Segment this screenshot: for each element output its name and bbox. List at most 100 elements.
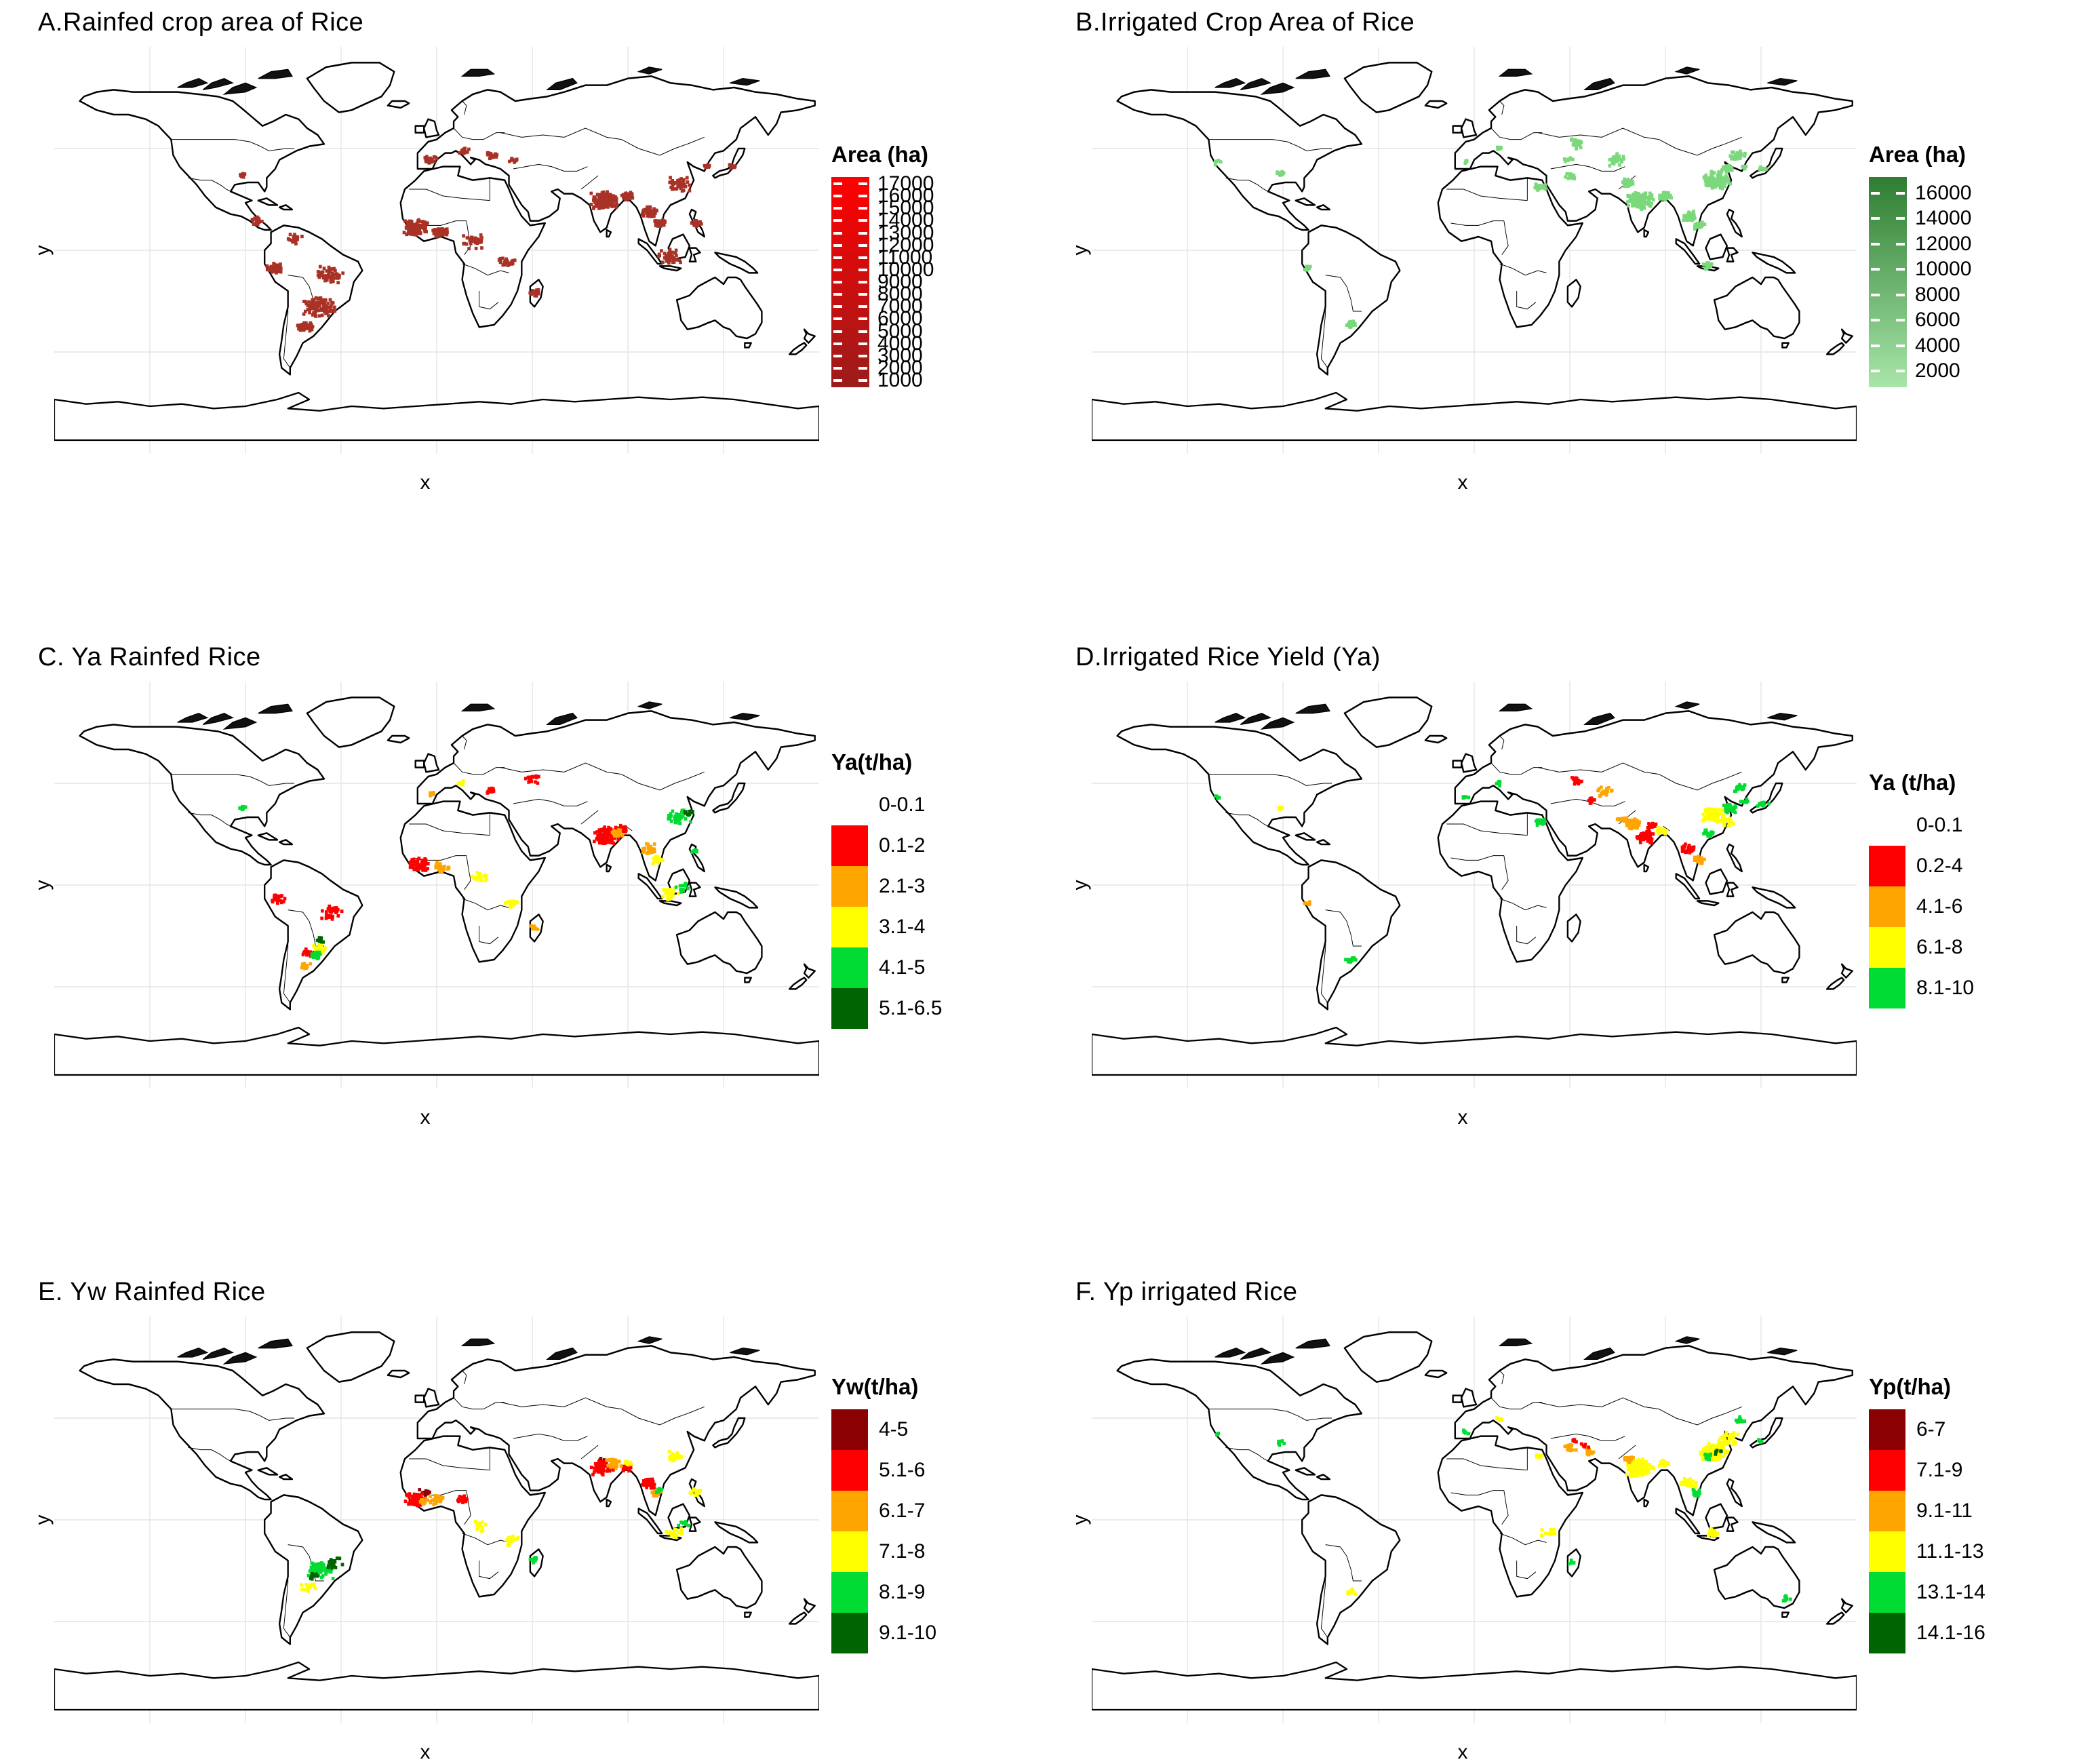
legend-item: 0-0.1 bbox=[831, 785, 1001, 825]
legend-swatch bbox=[831, 907, 868, 947]
legend: Yw(t/ha) 4-5 5.1-6 6.1-7 7.1-8 8.1-9 9.1-10 bbox=[831, 1374, 1001, 1653]
legend-swatch bbox=[831, 1450, 868, 1491]
legend-color-bar bbox=[831, 177, 869, 387]
legend-item-label: 14.1-16 bbox=[1916, 1622, 1985, 1644]
y-axis-label: y bbox=[1069, 47, 1092, 454]
legend-swatch bbox=[831, 1572, 868, 1613]
legend-tick-mark bbox=[833, 182, 842, 185]
panel-title: C. Ya Rainfed Rice bbox=[38, 643, 261, 671]
x-axis-label: x bbox=[1457, 1741, 1468, 1763]
legend-body: 16000 14000 12000 10000 8000 6000 4000 2000 bbox=[1869, 177, 2038, 401]
legend-tick-mark bbox=[1896, 242, 1905, 246]
legend-item: 5.1-6 bbox=[831, 1450, 1001, 1491]
panel-title: A.Rainfed crop area of Rice bbox=[38, 8, 364, 37]
map-panel-B: B.Irrigated Crop Area of Rice y Area (ha… bbox=[1038, 0, 2075, 586]
legend-swatch bbox=[1869, 968, 1905, 1008]
legend-item: 6.1-7 bbox=[831, 1491, 1001, 1531]
x-axis-label: x bbox=[420, 1741, 431, 1763]
legend-swatch bbox=[831, 825, 868, 866]
legend-tick-labels: 17000 16000 15000 14000 13000 12000 11000 10000… bbox=[877, 172, 993, 401]
legend-item-label: 5.1-6 bbox=[879, 1459, 926, 1481]
legend-swatch bbox=[1869, 927, 1905, 968]
legend-swatch bbox=[831, 988, 868, 1029]
legend-swatch bbox=[831, 785, 868, 825]
legend-tick-mark bbox=[858, 293, 867, 296]
legend-item: 5.1-6.5 bbox=[831, 988, 1001, 1029]
legend-item-label: 5.1-6.5 bbox=[879, 997, 943, 1019]
legend-swatch bbox=[1869, 1531, 1905, 1572]
legend-tick-mark bbox=[1871, 192, 1880, 195]
legend-tick-mark bbox=[1871, 344, 1880, 347]
x-axis-label: x bbox=[1457, 1106, 1468, 1129]
legend-item-label: 8.1-10 bbox=[1916, 977, 1975, 999]
legend-body: 4-5 5.1-6 6.1-7 7.1-8 8.1-9 9.1-10 bbox=[831, 1409, 1001, 1653]
legend-tick-mark bbox=[833, 379, 842, 382]
legend-tick-mark bbox=[858, 268, 867, 271]
legend-tick-mark bbox=[833, 330, 842, 333]
legend-tick-mark bbox=[858, 281, 867, 283]
legend-tick-mark bbox=[1896, 319, 1905, 322]
legend-tick-mark bbox=[1896, 344, 1905, 347]
legend-item-label: 0.1-2 bbox=[879, 834, 926, 857]
legend-swatch bbox=[831, 1613, 868, 1653]
legend-tick-mark bbox=[833, 354, 842, 357]
legend-item: 8.1-10 bbox=[1869, 968, 2038, 1008]
y-axis-label: y bbox=[1069, 1316, 1092, 1723]
world-map bbox=[1092, 682, 1857, 1089]
legend-tick-label: 5000 bbox=[877, 319, 923, 342]
legend-tick-label: 17000 bbox=[877, 172, 934, 195]
legend-tick-label: 2000 bbox=[877, 356, 923, 379]
legend-title: Area (ha) bbox=[831, 142, 929, 167]
legend-tick-mark bbox=[833, 293, 842, 296]
legend-item-label: 9.1-11 bbox=[1916, 1500, 1973, 1522]
legend-tick-label: 8000 bbox=[877, 283, 923, 306]
panel-body: y Area (ha) 17000 16000 15000 14000 13000 120… bbox=[31, 47, 1038, 454]
legend-tick-mark bbox=[1871, 242, 1880, 246]
legend-item: 9.1-11 bbox=[1869, 1491, 2038, 1531]
legend-tick-label: 3000 bbox=[877, 344, 923, 367]
legend-swatch bbox=[1869, 1572, 1905, 1613]
legend-item-label: 6-7 bbox=[1916, 1418, 1946, 1440]
legend-tick-mark bbox=[858, 219, 867, 222]
legend-tick-mark bbox=[1871, 370, 1880, 372]
world-map bbox=[54, 47, 819, 454]
legend-tick-label: 11000 bbox=[877, 246, 933, 269]
legend-tick-mark bbox=[858, 354, 867, 357]
gradient-legend: 16000 14000 12000 10000 8000 6000 4000 2000 bbox=[1869, 177, 2038, 401]
legend-swatch bbox=[1869, 886, 1905, 927]
legend-tick-mark bbox=[1871, 268, 1880, 271]
legend-tick-label: 8000 bbox=[1915, 283, 1960, 306]
legend-tick-mark bbox=[833, 243, 842, 247]
legend-tick-label: 12000 bbox=[1915, 232, 1972, 255]
legend-tick-mark bbox=[858, 231, 867, 235]
legend-item: 9.1-10 bbox=[831, 1613, 1001, 1653]
legend-tick-mark bbox=[858, 317, 867, 321]
x-axis-label: x bbox=[1457, 471, 1468, 494]
legend-tick-label: 2000 bbox=[1915, 359, 1960, 382]
legend-item: 0.2-4 bbox=[1869, 846, 2038, 886]
legend-tick-mark bbox=[833, 342, 842, 345]
legend-tick-labels: 16000 14000 12000 10000 8000 6000 4000 2000 bbox=[1915, 177, 2030, 401]
legend: Yp(t/ha) 6-7 7.1-9 9.1-11 11.1-13 13.1-14 14.… bbox=[1869, 1374, 2038, 1653]
legend-body: 6-7 7.1-9 9.1-11 11.1-13 13.1-14 14.1-16 bbox=[1869, 1409, 2038, 1653]
legend-swatch bbox=[1869, 1409, 1905, 1450]
legend-tick-mark bbox=[1896, 268, 1905, 271]
legend-item: 4-5 bbox=[831, 1409, 1001, 1450]
legend-swatch bbox=[1869, 1613, 1905, 1653]
legend-item: 4.1-5 bbox=[831, 947, 1001, 988]
map-panel-E: E. Yw Rainfed Rice y Yw(t/ha) 4-5 5.1-6 6.… bbox=[0, 1172, 1038, 1763]
legend-item: 7.1-8 bbox=[831, 1531, 1001, 1572]
legend-item: 3.1-4 bbox=[831, 907, 1001, 947]
legend-tick-mark bbox=[858, 330, 867, 333]
legend-item: 7.1-9 bbox=[1869, 1450, 2038, 1491]
legend-tick-mark bbox=[833, 305, 842, 309]
legend-color-bar bbox=[1869, 177, 1907, 387]
legend-tick-label: 6000 bbox=[877, 307, 923, 330]
y-axis-label-text: y bbox=[1069, 880, 1091, 890]
legend-item: 4.1-6 bbox=[1869, 886, 2038, 927]
map-panel-A: A.Rainfed crop area of Rice y Area (ha) … bbox=[0, 0, 1038, 586]
legend-swatch bbox=[831, 866, 868, 907]
world-map bbox=[1092, 47, 1857, 454]
panel-body: y Ya(t/ha) 0-0.1 0.1-2 2.1-3 3.1-4 4.1-5 5.1-… bbox=[31, 682, 1038, 1089]
legend-tick-label: 9000 bbox=[877, 271, 923, 293]
